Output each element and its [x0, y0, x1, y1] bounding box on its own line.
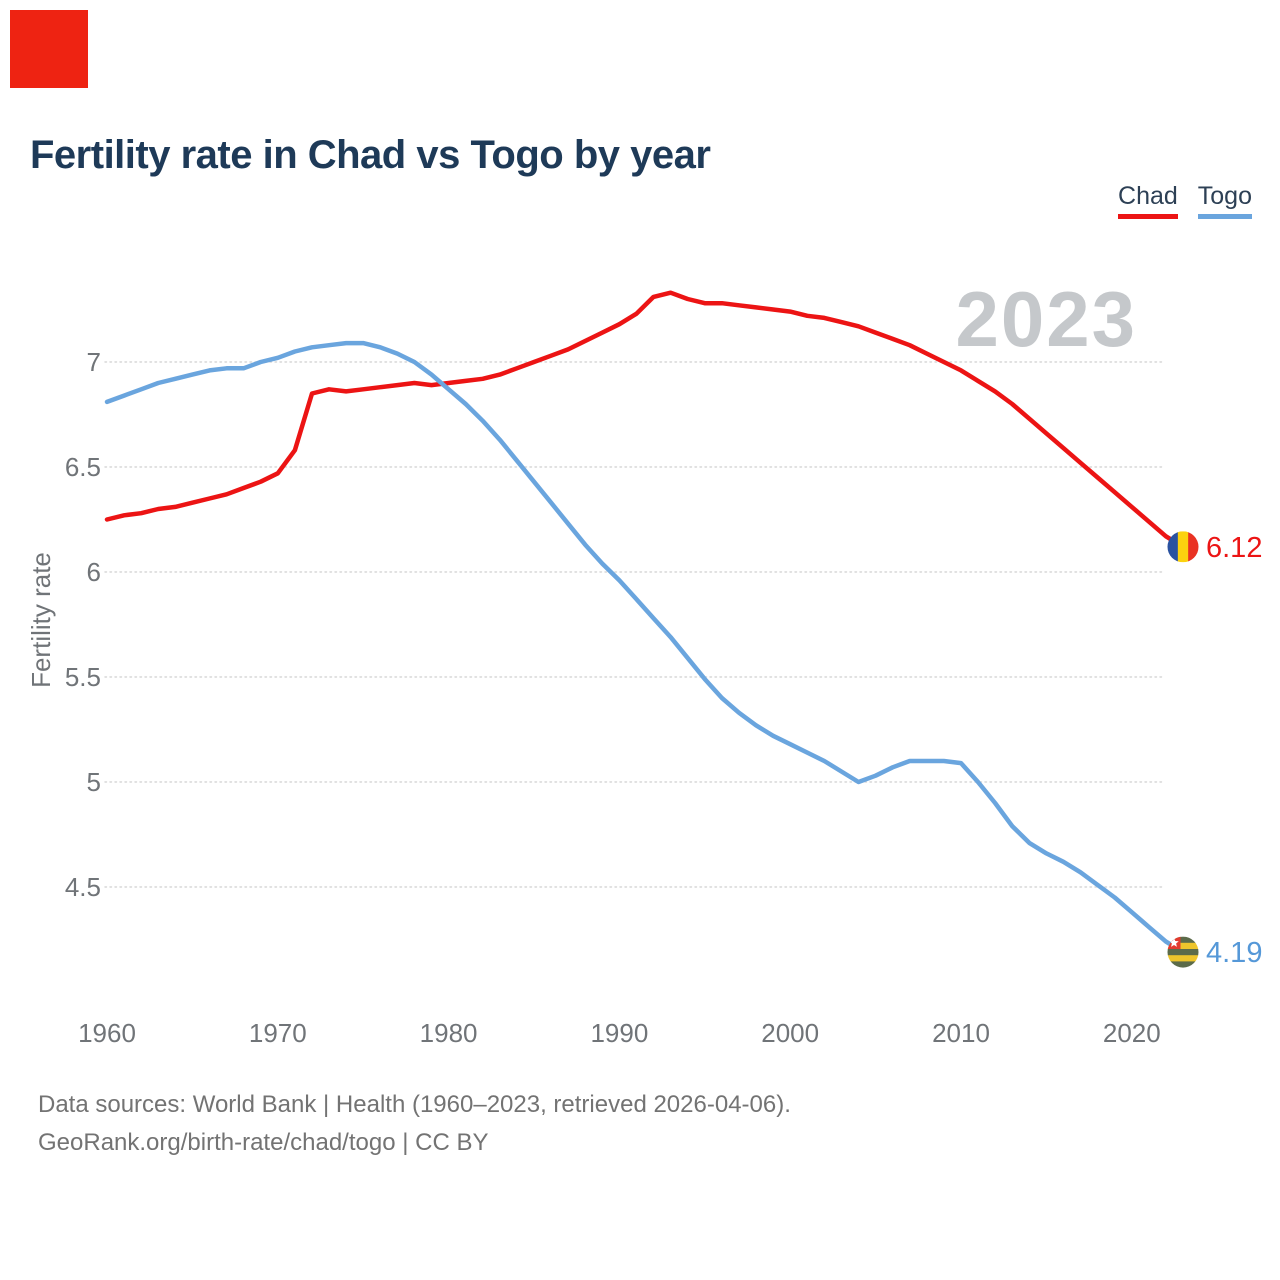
- legend-swatch-togo: [1197, 214, 1252, 219]
- x-tick-label: 2000: [761, 1018, 819, 1048]
- legend-item-chad[interactable]: Chad: [1118, 182, 1178, 219]
- legend-swatch-chad: [1118, 214, 1178, 219]
- y-tick-label: 6.5: [65, 452, 101, 482]
- chart-legend: Chad Togo: [1118, 182, 1252, 219]
- togo-flag-icon: [1167, 936, 1199, 968]
- x-tick-label: 1990: [590, 1018, 648, 1048]
- flag-markers: [1167, 531, 1199, 968]
- chad-flag-icon: [1167, 531, 1199, 563]
- series-line-togo[interactable]: [104, 340, 1186, 955]
- y-tick-label: 7: [87, 347, 101, 377]
- legend-label-togo: Togo: [1197, 182, 1252, 210]
- page-title: Fertility rate in Chad vs Togo by year: [30, 132, 711, 177]
- y-axis-title: Fertility rate: [26, 552, 56, 688]
- y-tick-label: 5.5: [65, 662, 101, 692]
- data-sources-line: Data sources: World Bank | Health (1960–…: [38, 1091, 791, 1118]
- series-lines: [104, 290, 1186, 955]
- togo-star-icon: [1169, 937, 1179, 947]
- attribution: Data sources: World Bank | Health (1960–…: [38, 1086, 791, 1162]
- y-tick-label: 6: [87, 557, 101, 587]
- red-square-marker: [10, 10, 88, 88]
- y-tick-label: 5: [87, 767, 101, 797]
- y-tick-labels: 4.5 5 5.5 6 6.5 7: [65, 347, 101, 902]
- y-tick-label: 4.5: [65, 872, 101, 902]
- x-tick-label: 2020: [1103, 1018, 1161, 1048]
- x-tick-label: 1980: [420, 1018, 478, 1048]
- year-watermark: 2023: [955, 275, 1137, 363]
- legend-label-chad: Chad: [1118, 182, 1178, 210]
- source-url-line: GeoRank.org/birth-rate/chad/togo | CC BY: [38, 1129, 489, 1156]
- x-tick-labels: 1960 1970 1980 1990 2000 2010 2020: [78, 1018, 1161, 1048]
- end-value-chad: 6.12: [1206, 532, 1262, 564]
- end-value-togo: 4.19: [1206, 937, 1262, 969]
- legend-item-togo[interactable]: Togo: [1197, 182, 1252, 219]
- x-tick-label: 1960: [78, 1018, 136, 1048]
- gridlines: [104, 361, 1164, 888]
- series-line-chad[interactable]: [104, 290, 1186, 550]
- x-tick-label: 2010: [932, 1018, 990, 1048]
- x-tick-label: 1970: [249, 1018, 307, 1048]
